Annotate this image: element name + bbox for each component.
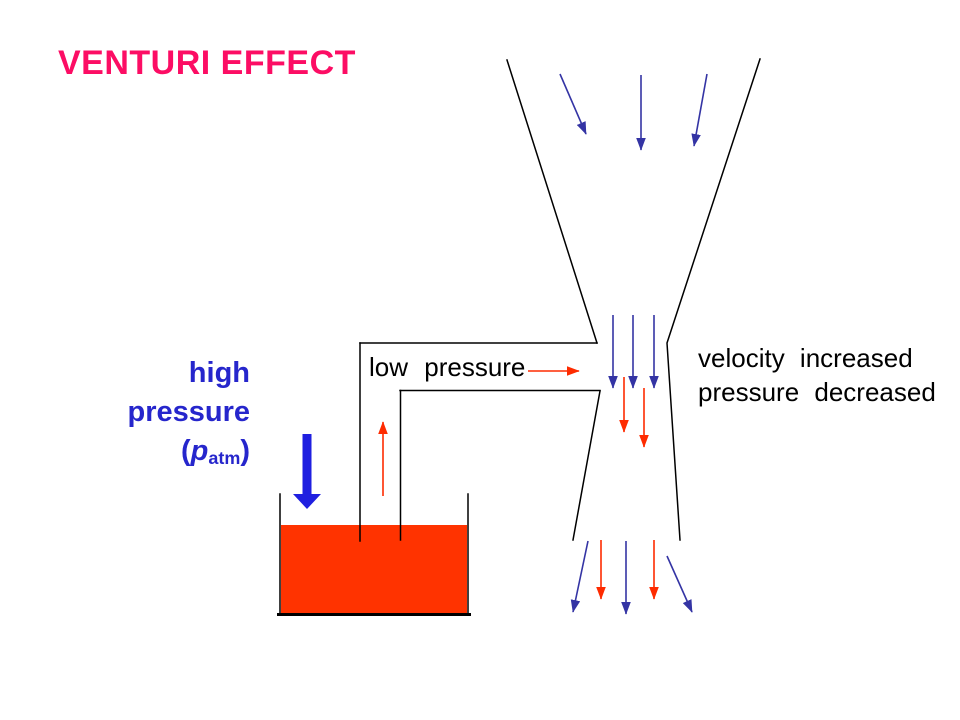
down-arrow-icon <box>666 555 693 613</box>
slide-title: VENTURI EFFECT <box>58 44 356 82</box>
throat-flow-arrows-blue <box>608 315 659 389</box>
pressure-symbol: p <box>190 435 209 467</box>
down-arrow-icon <box>559 73 587 135</box>
outlet-flow-arrows-red <box>596 540 659 600</box>
high-pressure-symbol-line: (patm) <box>90 432 250 471</box>
liquid-reservoir <box>281 525 467 614</box>
high-pressure-line1: high <box>188 357 250 389</box>
result-label: velocity increased pressure decreased <box>698 341 936 409</box>
arrow-shaft <box>302 434 312 495</box>
result-line2: pressure decreased <box>698 377 936 407</box>
outlet-flow-arrows-blue <box>570 540 693 615</box>
throat-flow-arrows-red <box>619 377 649 448</box>
down-arrow-icon <box>570 540 589 613</box>
venturi-wall-upper-left <box>506 59 598 344</box>
arrow-head <box>293 494 321 509</box>
down-arrow-icon <box>691 73 708 147</box>
venturi-tube-outline <box>277 58 761 616</box>
intake-flow-arrows <box>559 73 708 151</box>
atmosphere-push-arrow thick-down-arrow-icon <box>293 434 321 509</box>
high-pressure-label: high pressure (patm) <box>90 354 250 471</box>
venturi-wall-lower-left <box>572 390 601 541</box>
result-line1: velocity increased <box>698 343 913 373</box>
high-pressure-line2: pressure <box>127 396 250 428</box>
paren-close: ) <box>240 435 250 467</box>
venturi-wall-right <box>666 58 761 541</box>
pressure-subscript: atm <box>208 447 241 468</box>
low-pressure-label: low pressure <box>369 352 526 382</box>
paren-open: ( <box>180 435 191 467</box>
